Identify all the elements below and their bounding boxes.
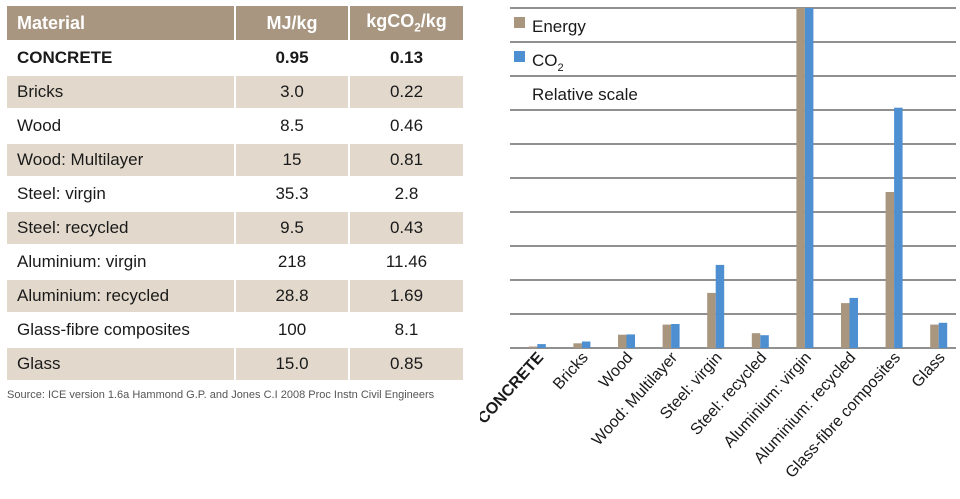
x-tick-label: CONCRETE bbox=[480, 349, 547, 427]
table-row: Wood 8.5 0.46 bbox=[7, 109, 463, 144]
bar-energy bbox=[662, 324, 672, 348]
cell-energy: 3.0 bbox=[235, 75, 350, 110]
cell-material: Wood bbox=[7, 109, 236, 144]
cell-energy: 28.8 bbox=[235, 279, 350, 314]
cell-material: CONCRETE bbox=[7, 41, 236, 76]
bar-co2 bbox=[894, 107, 903, 348]
cell-material: Aluminium: recycled bbox=[7, 279, 236, 314]
materials-table: Material MJ/kg kgCO2/kg CONCRETE 0.95 0.… bbox=[7, 6, 463, 382]
cell-energy: 100 bbox=[235, 313, 350, 348]
chart-grid bbox=[510, 7, 956, 349]
cell-co2: 0.22 bbox=[349, 75, 463, 110]
bar-co2 bbox=[537, 344, 546, 348]
header-co2: kgCO2/kg bbox=[349, 6, 463, 42]
table-row: CONCRETE 0.95 0.13 bbox=[7, 41, 463, 76]
cell-energy: 15.0 bbox=[235, 347, 350, 382]
bar-energy bbox=[707, 292, 716, 348]
table-row: Aluminium: recycled 28.8 1.69 bbox=[7, 279, 463, 314]
cell-material: Glass bbox=[7, 347, 236, 382]
cell-material: Steel: virgin bbox=[7, 177, 236, 212]
table-header-row: Material MJ/kg kgCO2/kg bbox=[7, 6, 463, 42]
bar-energy bbox=[618, 334, 627, 348]
bar-energy bbox=[885, 192, 895, 348]
bar-co2 bbox=[671, 324, 680, 348]
bar-energy bbox=[573, 343, 582, 348]
cell-material: Steel: recycled bbox=[7, 211, 236, 246]
cell-co2: 11.46 bbox=[349, 245, 463, 280]
bar-co2 bbox=[760, 335, 769, 348]
bar-co2 bbox=[849, 297, 858, 348]
cell-energy: 9.5 bbox=[235, 211, 350, 246]
bar-energy bbox=[796, 8, 805, 348]
legend-note-relative-scale: Relative scale bbox=[532, 85, 638, 104]
bar-co2 bbox=[626, 334, 635, 348]
bar-co2 bbox=[804, 8, 814, 348]
header-energy: MJ/kg bbox=[235, 6, 350, 42]
cell-material: Aluminium: virgin bbox=[7, 245, 236, 280]
bar-energy bbox=[930, 324, 939, 348]
cell-co2: 0.85 bbox=[349, 347, 463, 382]
cell-material: Bricks bbox=[7, 75, 236, 110]
header-material: Material bbox=[7, 6, 236, 42]
legend-swatch-energy bbox=[514, 17, 525, 28]
bar-energy bbox=[841, 303, 850, 348]
source-note: Source: ICE version 1.6a Hammond G.P. an… bbox=[7, 389, 435, 401]
legend-swatch-co2 bbox=[514, 51, 525, 62]
bar-co2 bbox=[938, 322, 948, 348]
table-row: Steel: virgin 35.3 2.8 bbox=[7, 177, 463, 212]
legend-label-co2: CO2 bbox=[532, 51, 564, 74]
cell-co2: 1.69 bbox=[349, 279, 463, 314]
cell-co2: 0.81 bbox=[349, 143, 463, 178]
cell-energy: 8.5 bbox=[235, 109, 350, 144]
table-row: Aluminium: virgin 218 11.46 bbox=[7, 245, 463, 280]
cell-energy: 15 bbox=[235, 143, 350, 178]
cell-energy: 0.95 bbox=[235, 41, 350, 76]
x-tick-label: Glass bbox=[909, 349, 949, 391]
cell-energy: 218 bbox=[235, 245, 350, 280]
chart-bars bbox=[528, 8, 948, 348]
cell-material: Glass-fibre composites bbox=[7, 313, 236, 348]
cell-co2: 0.13 bbox=[349, 41, 463, 76]
cell-material: Wood: Multilayer bbox=[7, 143, 236, 178]
bar-co2 bbox=[715, 264, 725, 348]
legend-label-energy: Energy bbox=[532, 17, 586, 36]
table-row: Wood: Multilayer 15 0.81 bbox=[7, 143, 463, 178]
cell-energy: 35.3 bbox=[235, 177, 350, 212]
x-tick-label: Wood bbox=[596, 349, 636, 391]
table-row: Glass 15.0 0.85 bbox=[7, 347, 463, 382]
chart-legend: Energy CO2 Relative scale bbox=[514, 17, 638, 104]
table-row: Bricks 3.0 0.22 bbox=[7, 75, 463, 110]
cell-co2: 2.8 bbox=[349, 177, 463, 212]
cell-co2: 0.46 bbox=[349, 109, 463, 144]
x-tick-label: Bricks bbox=[550, 349, 592, 393]
cell-co2: 0.43 bbox=[349, 211, 463, 246]
bar-energy bbox=[751, 333, 761, 348]
table-row: Glass-fibre composites 100 8.1 bbox=[7, 313, 463, 348]
bar-energy bbox=[528, 346, 538, 348]
materials-table-container: Material MJ/kg kgCO2/kg CONCRETE 0.95 0.… bbox=[7, 6, 463, 382]
bar-co2 bbox=[581, 341, 591, 348]
cell-co2: 8.1 bbox=[349, 313, 463, 348]
table-row: Steel: recycled 9.5 0.43 bbox=[7, 211, 463, 246]
